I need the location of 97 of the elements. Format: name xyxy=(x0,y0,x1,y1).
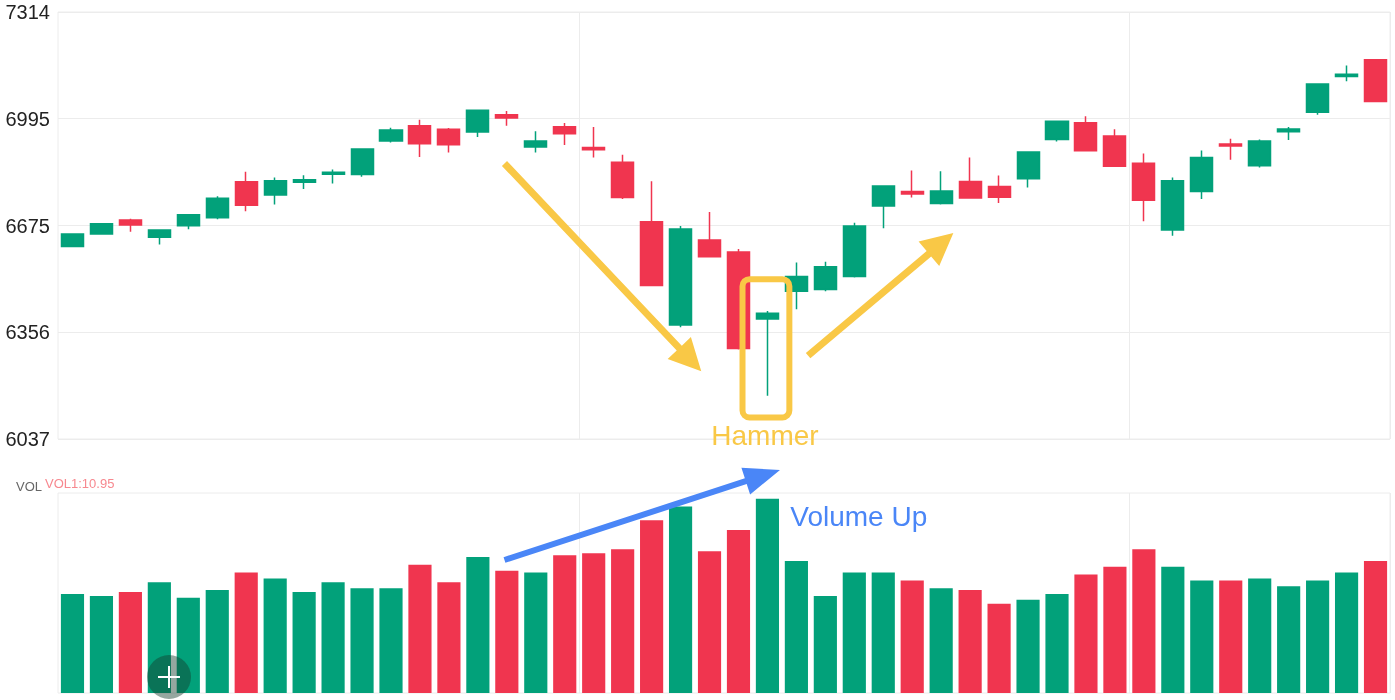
bar xyxy=(640,520,664,693)
bar xyxy=(1016,599,1040,693)
bar xyxy=(668,506,693,693)
candlestick xyxy=(1189,149,1214,200)
bar xyxy=(1132,549,1156,693)
candlestick xyxy=(205,195,230,221)
bar xyxy=(437,582,461,693)
candlestick xyxy=(900,169,925,199)
bar xyxy=(1074,574,1098,693)
candlestick xyxy=(1131,152,1156,223)
candlestick xyxy=(147,228,172,246)
bar xyxy=(89,595,114,693)
annotation: Volume Up xyxy=(790,500,928,532)
bar xyxy=(900,580,924,693)
annotation: Hammer xyxy=(711,419,819,451)
y-tick-label: 6356 xyxy=(5,321,50,344)
candlestick xyxy=(118,217,143,233)
bar xyxy=(755,498,780,693)
chart-title: VOL xyxy=(16,479,43,495)
candlestick xyxy=(292,174,317,190)
candlestick xyxy=(581,126,606,159)
candlestick xyxy=(321,168,346,185)
y-tick-label: 6675 xyxy=(5,214,50,237)
candlestick xyxy=(552,122,577,146)
bar xyxy=(118,592,142,693)
bar xyxy=(1045,593,1069,693)
candlestick xyxy=(234,171,259,213)
candlestick xyxy=(1073,115,1098,152)
bar xyxy=(813,595,837,693)
candlestick xyxy=(1247,138,1272,169)
candlestick xyxy=(436,127,461,154)
bar xyxy=(582,553,606,693)
bar xyxy=(1363,560,1388,693)
candlestick xyxy=(813,261,838,292)
bar xyxy=(234,572,258,693)
candlestick xyxy=(494,110,519,127)
bar xyxy=(1306,580,1330,693)
candlestick xyxy=(1276,126,1301,141)
candlestick xyxy=(465,108,490,138)
candlestick xyxy=(871,184,896,230)
y-tick-label: 6995 xyxy=(5,107,50,130)
bar xyxy=(1248,578,1272,693)
bar xyxy=(1219,580,1243,693)
y-tick-label: 6037 xyxy=(5,428,50,450)
bar xyxy=(929,588,953,693)
bar xyxy=(292,592,316,693)
bar xyxy=(263,578,287,693)
candlestick xyxy=(523,130,548,154)
bar xyxy=(958,590,982,693)
candlestick xyxy=(610,154,635,200)
bar xyxy=(466,557,490,693)
candlestick xyxy=(89,222,114,236)
bar xyxy=(379,588,403,693)
bar xyxy=(408,564,432,693)
bar xyxy=(1334,572,1359,693)
candlestick xyxy=(350,147,375,178)
candlestick xyxy=(60,233,85,248)
candlestick xyxy=(1334,64,1359,82)
candlestick xyxy=(842,221,867,279)
text: VOL1:10.95 xyxy=(45,475,115,491)
bar xyxy=(1190,580,1214,693)
bar xyxy=(784,560,808,693)
candlestick xyxy=(929,170,954,206)
candlestick xyxy=(1218,137,1243,161)
bar xyxy=(1161,566,1185,693)
candlestick xyxy=(176,213,201,231)
bar xyxy=(871,572,895,693)
candlestick xyxy=(697,211,722,258)
y-tick-label: 7314 xyxy=(5,1,50,23)
candlestick xyxy=(755,310,780,397)
bar xyxy=(697,551,722,693)
bar xyxy=(60,593,85,693)
candlestick xyxy=(1102,128,1127,167)
candlestick xyxy=(1305,82,1330,116)
bar xyxy=(611,549,635,693)
bar xyxy=(1277,586,1301,693)
bar xyxy=(842,572,866,693)
bar xyxy=(495,570,519,693)
candlestick xyxy=(1160,176,1185,237)
bar xyxy=(726,529,751,693)
candlestick xyxy=(668,225,693,329)
bar xyxy=(1103,566,1127,693)
candlestick xyxy=(263,176,288,206)
bar xyxy=(553,555,577,693)
candlestick xyxy=(1016,150,1041,189)
candlestick xyxy=(378,126,404,144)
candlestick xyxy=(407,118,432,158)
bar xyxy=(524,572,548,693)
bar xyxy=(321,582,345,693)
bar xyxy=(205,590,229,693)
bar xyxy=(987,603,1011,693)
bar xyxy=(350,588,374,693)
candlestick xyxy=(987,174,1012,204)
candlestick xyxy=(639,180,664,287)
candlestick xyxy=(1044,119,1070,143)
candlestick xyxy=(1363,59,1388,103)
candlestick xyxy=(958,156,983,199)
